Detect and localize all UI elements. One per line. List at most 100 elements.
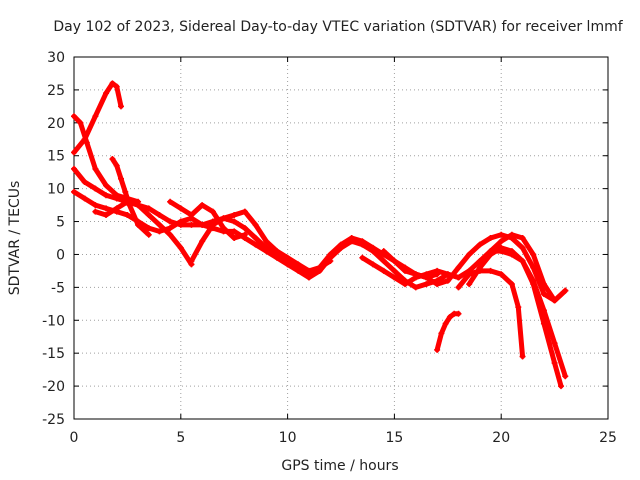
data-point (455, 264, 462, 271)
data-point (188, 258, 195, 265)
series-segment (210, 209, 227, 231)
data-point (519, 235, 526, 241)
data-point (81, 179, 88, 186)
series-segment (552, 360, 564, 389)
data-point (380, 267, 387, 274)
data-point (113, 205, 120, 212)
series-segment (84, 140, 98, 172)
series-segment (455, 271, 472, 290)
data-point (241, 225, 248, 232)
data-point (156, 211, 163, 218)
data-point (530, 251, 537, 258)
data-point (295, 261, 302, 268)
data-point (515, 304, 522, 311)
data-point (455, 284, 462, 291)
data-point (199, 238, 206, 245)
data-point (370, 261, 377, 268)
data-point (113, 83, 120, 90)
data-point (466, 271, 473, 278)
data-point (305, 267, 312, 274)
data-point (145, 211, 152, 218)
y-tick-label: 0 (56, 247, 65, 263)
data-point (434, 281, 441, 288)
series-segment (541, 307, 558, 346)
data-point (508, 251, 515, 258)
data-point (188, 221, 195, 228)
data-series (71, 80, 569, 390)
data-point (231, 211, 238, 218)
series-segment (552, 340, 568, 379)
data-point (92, 185, 99, 192)
data-point (156, 228, 163, 235)
data-point (113, 162, 120, 169)
data-point (284, 254, 291, 261)
series-segment (509, 281, 521, 310)
series-arc-12 (455, 267, 526, 360)
y-axis-label: SDTVAR / TECUs (7, 181, 23, 296)
series-arc-10 (380, 231, 569, 304)
data-point (199, 221, 206, 228)
series-segment (242, 209, 259, 228)
y-tick-label: 20 (47, 116, 65, 132)
data-point (466, 251, 473, 258)
y-tick-label: -10 (42, 313, 65, 329)
data-point (466, 281, 473, 288)
data-point (391, 267, 398, 274)
series-arc-2 (71, 113, 142, 205)
y-tick-label: -5 (51, 280, 65, 296)
data-point (83, 139, 90, 146)
data-point (487, 235, 494, 241)
data-point (71, 188, 77, 195)
data-point (81, 195, 88, 202)
series-segment (477, 251, 494, 271)
series-segment (530, 278, 547, 313)
data-point (423, 274, 430, 281)
series-segment (77, 120, 90, 146)
data-point (273, 248, 280, 255)
data-point (316, 264, 323, 271)
y-tick-label: 5 (56, 215, 65, 231)
series-segment (530, 265, 547, 297)
data-point (498, 271, 505, 278)
series-arc-14 (487, 248, 569, 380)
data-point (519, 258, 526, 265)
data-point (92, 165, 99, 172)
series-segment (188, 238, 205, 264)
data-point (92, 208, 99, 215)
series-segment (445, 265, 461, 284)
data-point (167, 231, 174, 238)
data-point (71, 165, 77, 172)
data-point (380, 248, 387, 255)
series-arc-13 (466, 244, 565, 390)
series-segment (515, 304, 526, 359)
data-point (402, 267, 409, 274)
data-point (231, 235, 238, 241)
data-point (338, 244, 344, 251)
data-point (402, 281, 409, 288)
series-segment (127, 202, 141, 228)
data-point (71, 149, 77, 156)
y-tick-label: -25 (42, 412, 65, 428)
data-point (423, 281, 430, 288)
y-tick-label: 30 (47, 50, 65, 66)
data-point (92, 202, 99, 209)
data-point (103, 211, 110, 218)
data-point (241, 231, 248, 238)
data-point (92, 113, 99, 120)
data-point (540, 290, 547, 297)
data-point (446, 313, 453, 320)
data-point (498, 238, 505, 245)
series-segment (92, 90, 109, 119)
data-point (476, 264, 483, 271)
x-tick-label: 0 (70, 430, 79, 446)
data-point (156, 221, 163, 228)
series-segment (114, 84, 124, 109)
x-axis-label: GPS time / hours (281, 458, 398, 474)
data-point (455, 310, 462, 317)
data-point (109, 80, 116, 87)
data-point (487, 248, 494, 255)
data-point (391, 274, 398, 281)
data-point (487, 267, 494, 274)
series-segment (92, 166, 109, 188)
